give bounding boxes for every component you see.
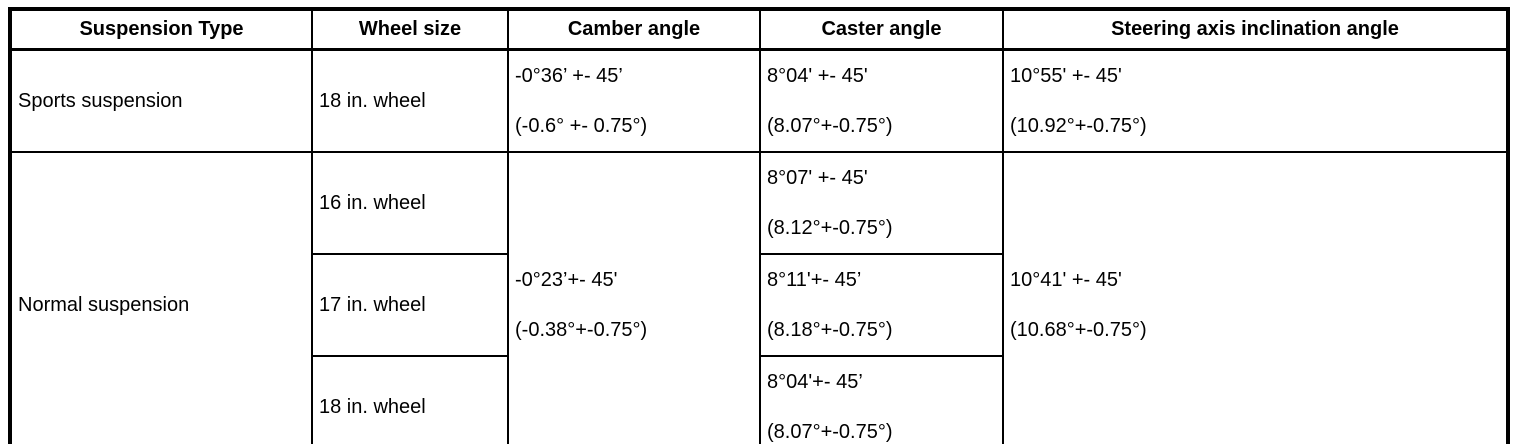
table-row-normal-18in: 18 in. wheel 8°04'+- 45’ (8.07°+-0.75°) [10, 355, 1508, 444]
normal-17-caster-degrees-value: (8.18°+-0.75°) [767, 319, 893, 341]
cell-normal-caster-angle-16: 8°07' +- 45' (8.12°+-0.75°) [759, 151, 1004, 255]
cell-sports-camber-angle: -0°36’ +- 45’ (-0.6° +- 0.75°) [507, 48, 761, 153]
normal-sai-minutes-value: 10°41' +- 45' [1010, 269, 1122, 291]
normal-sai-degrees-value: (10.68°+-0.75°) [1010, 319, 1147, 341]
table-row-normal-17in: 17 in. wheel 8°11'+- 45’ (8.18°+-0.75°) [10, 253, 1508, 357]
cell-sports-wheel-size: 18 in. wheel [311, 48, 509, 153]
cell-normal-caster-angle-17: 8°11'+- 45’ (8.18°+-0.75°) [759, 253, 1004, 357]
sports-caster-minutes-value: 8°04' +- 45' [767, 65, 868, 87]
cell-sports-steering-axis-inclination: 10°55' +- 45' (10.92°+-0.75°) [1002, 48, 1509, 153]
sports-sai-degrees-value: (10.92°+-0.75°) [1010, 115, 1147, 137]
col-header-wheel-size: Wheel size [311, 8, 509, 51]
normal-16-caster-minutes-value: 8°07' +- 45' [767, 167, 868, 189]
cell-sports-caster-angle: 8°04' +- 45' (8.07°+-0.75°) [759, 48, 1004, 153]
normal-camber-minutes-value: -0°23’+- 45' [515, 269, 618, 291]
col-header-suspension-type: Suspension Type [9, 8, 313, 51]
cell-normal-suspension-type: Normal suspension [9, 151, 313, 444]
normal-camber-degrees-value: (-0.38°+-0.75°) [515, 319, 648, 341]
sports-camber-degrees-value: (-0.6° +- 0.75°) [515, 115, 648, 137]
cell-normal-steering-axis-inclination: 10°41' +- 45' (10.68°+-0.75°) [1002, 151, 1509, 444]
sports-caster-degrees-value: (8.07°+-0.75°) [767, 115, 893, 137]
cell-normal-wheel-size-18: 18 in. wheel [311, 355, 509, 444]
col-header-camber-angle: Camber angle [507, 8, 761, 51]
cell-normal-wheel-size-16: 16 in. wheel [311, 151, 509, 255]
cell-normal-camber-angle: -0°23’+- 45' (-0.38°+-0.75°) [507, 151, 761, 444]
normal-18-caster-minutes-value: 8°04'+- 45’ [767, 371, 863, 393]
sports-camber-minutes-value: -0°36’ +- 45’ [515, 65, 623, 87]
col-header-caster-angle: Caster angle [759, 8, 1004, 51]
sports-sai-minutes-value: 10°55' +- 45' [1010, 65, 1122, 87]
normal-16-caster-degrees-value: (8.12°+-0.75°) [767, 217, 893, 239]
cell-sports-suspension-type: Sports suspension [9, 48, 313, 153]
normal-18-caster-degrees-value: (8.07°+-0.75°) [767, 421, 893, 443]
col-header-steering-axis-inclination-angle: Steering axis inclination angle [1002, 8, 1509, 51]
cell-normal-wheel-size-17: 17 in. wheel [311, 253, 509, 357]
table-row-normal-16in: Normal suspension 16 in. wheel -0°23’+- … [9, 151, 1509, 444]
wheel-alignment-spec-table: Suspension Type Wheel size Camber angle … [8, 7, 1510, 444]
cell-normal-caster-angle-18: 8°04'+- 45’ (8.07°+-0.75°) [759, 355, 1004, 444]
table-row-sports-suspension: Sports suspension 18 in. wheel -0°36’ +-… [9, 48, 1509, 153]
normal-17-caster-minutes-value: 8°11'+- 45’ [767, 269, 862, 291]
header-row: Suspension Type Wheel size Camber angle … [9, 8, 1509, 51]
